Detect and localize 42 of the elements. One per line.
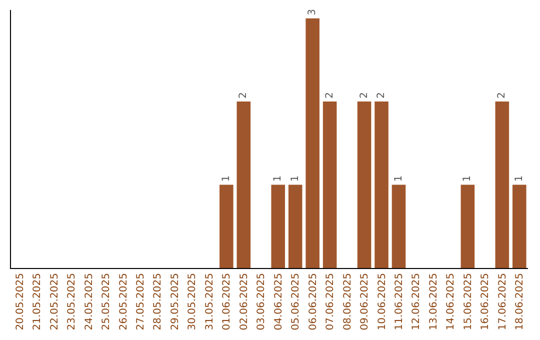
x-tick-label: 30.05.2025 (187, 273, 198, 330)
data-label: 1 (220, 175, 232, 182)
x-tick-label: 11.06.2025 (394, 273, 405, 330)
x-tick-label: 04.06.2025 (273, 273, 284, 330)
x-tick-label: 13.06.2025 (428, 273, 440, 330)
x-tick-label: 02.06.2025 (238, 273, 250, 330)
data-label: 2 (376, 92, 388, 99)
x-tick-label: 09.06.2025 (360, 273, 371, 330)
x-tick-label: 03.06.2025 (256, 273, 268, 330)
x-tick-label: 25.05.2025 (101, 273, 112, 330)
x-tick-label: 26.05.2025 (118, 273, 130, 330)
x-tick-label: 08.06.2025 (342, 273, 354, 330)
x-tick-label: 07.06.2025 (325, 273, 336, 330)
x-tick-label: 18.06.2025 (514, 273, 526, 330)
x-tick-label: 27.05.2025 (136, 273, 146, 330)
x-tick-label: 10.06.2025 (376, 273, 388, 330)
data-label: 1 (393, 175, 404, 182)
x-tick-label: 16.06.2025 (480, 273, 492, 330)
x-tick-label: 23.05.2025 (66, 273, 78, 330)
data-label: 1 (462, 175, 474, 182)
data-label: 2 (496, 92, 508, 99)
x-tick-label: 22.05.2025 (49, 273, 60, 330)
x-tick-label: 24.05.2025 (84, 273, 95, 330)
x-tick-label: 29.05.2025 (170, 273, 181, 330)
x-tick-label: 05.06.2025 (290, 273, 302, 330)
x-tick-label: 14.06.2025 (446, 273, 457, 330)
x-tick-label: 06.06.2025 (308, 273, 319, 330)
data-label: 1 (514, 175, 525, 182)
data-label: 1 (272, 175, 284, 182)
data-label: 2 (358, 92, 370, 99)
x-tick-label: 31.05.2025 (204, 273, 216, 330)
x-tick-label: 15.06.2025 (462, 273, 474, 330)
data-label: 1 (290, 175, 301, 182)
x-tick-label: 12.06.2025 (411, 273, 422, 330)
x-tick-label: 17.06.2025 (497, 273, 508, 330)
x-tick-label: 01.06.2025 (222, 273, 233, 330)
x-tick-label: 20.05.2025 (14, 273, 26, 330)
data-label: 2 (324, 92, 336, 99)
data-label: 2 (238, 92, 250, 99)
data-label: 3 (307, 8, 318, 16)
x-tick-label: 21.05.2025 (32, 273, 44, 330)
x-tick-label: 28.05.2025 (152, 273, 164, 330)
